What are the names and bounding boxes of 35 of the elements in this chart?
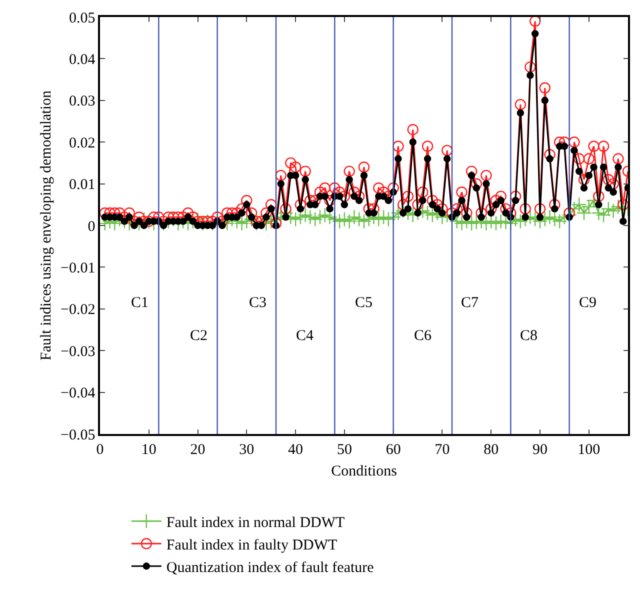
annotation: C8	[520, 328, 538, 344]
y-tick-label: −0.02	[60, 302, 96, 318]
legend-label: Quantization index of fault feature	[166, 560, 374, 576]
legend-label: Fault index in faulty DDWT	[166, 537, 338, 554]
x-tick-label: 30	[239, 442, 254, 458]
x-tick-label: 70	[434, 442, 450, 458]
y-axis-title: Fault indices using enveloping demodulation	[38, 90, 54, 360]
x-axis-title: Conditions	[331, 463, 398, 480]
y-tick-label: −0.01	[60, 260, 96, 276]
annotation: C6	[414, 328, 432, 344]
x-tick-label: 100	[578, 442, 600, 458]
x-tick-label: 40	[288, 442, 304, 458]
annotation: C4	[296, 328, 314, 344]
y-tick-label: −0.05	[60, 427, 96, 444]
x-tick-label: 50	[336, 442, 352, 458]
annotation: C7	[461, 295, 480, 311]
x-tick-label: 60	[386, 442, 401, 458]
y-tick-label: 0.04	[69, 52, 96, 68]
y-tick-label: 0.03	[69, 94, 96, 110]
y-tick-label: 0.01	[69, 177, 96, 194]
y-tick-label: 0.05	[69, 10, 96, 26]
annotation: C2	[190, 328, 208, 344]
x-tick-label: 90	[532, 442, 548, 458]
annotation: C5	[355, 295, 373, 311]
x-tick-label: 80	[484, 442, 499, 458]
y-tick-label: 0	[88, 218, 96, 235]
y-tick-label: 0.02	[69, 135, 96, 152]
y-tick-label: −0.04	[60, 386, 96, 402]
legend-label: Fault index in normal DDWT	[166, 514, 345, 531]
annotation: C3	[249, 295, 267, 311]
y-tick-label: −0.03	[60, 344, 96, 360]
x-tick-label: 20	[190, 442, 206, 458]
annotation: C9	[579, 295, 597, 311]
annotation: C1	[131, 295, 149, 311]
x-tick-label: 10	[141, 442, 156, 458]
